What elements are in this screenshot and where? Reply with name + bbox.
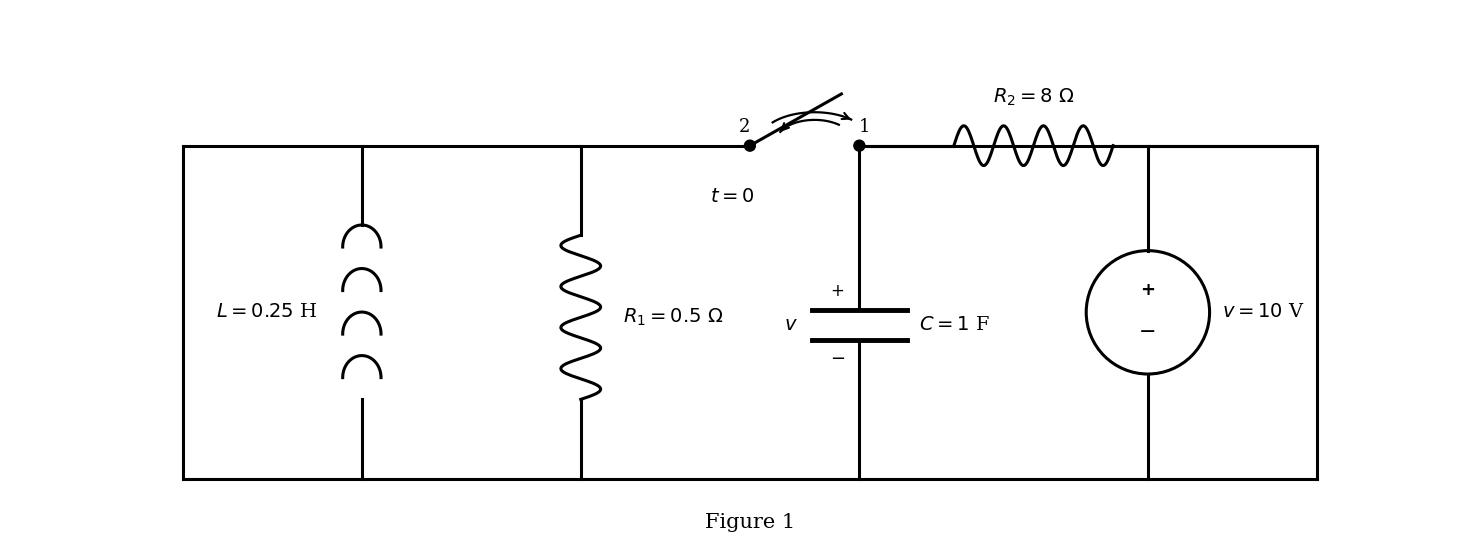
Text: $R_2 = 8\ \Omega$: $R_2 = 8\ \Omega$ [992,87,1074,108]
Text: $t = 0$: $t = 0$ [710,188,754,206]
Text: $C = 1$ F: $C = 1$ F [919,316,991,334]
Text: $v$: $v$ [785,316,798,334]
Text: +: + [1141,281,1156,300]
Text: +: + [830,282,844,300]
Circle shape [745,140,755,151]
Text: 1: 1 [859,118,871,136]
Text: $R_1 = 0.5\ \Omega$: $R_1 = 0.5\ \Omega$ [622,307,723,328]
Circle shape [853,140,865,151]
Text: −: − [830,350,844,367]
Text: $L = 0.25$ H: $L = 0.25$ H [216,304,317,321]
Text: Figure 1: Figure 1 [704,513,795,532]
Text: 2: 2 [739,118,751,136]
Text: −: − [1140,322,1157,342]
Text: $v = 10$ V: $v = 10$ V [1221,304,1305,321]
